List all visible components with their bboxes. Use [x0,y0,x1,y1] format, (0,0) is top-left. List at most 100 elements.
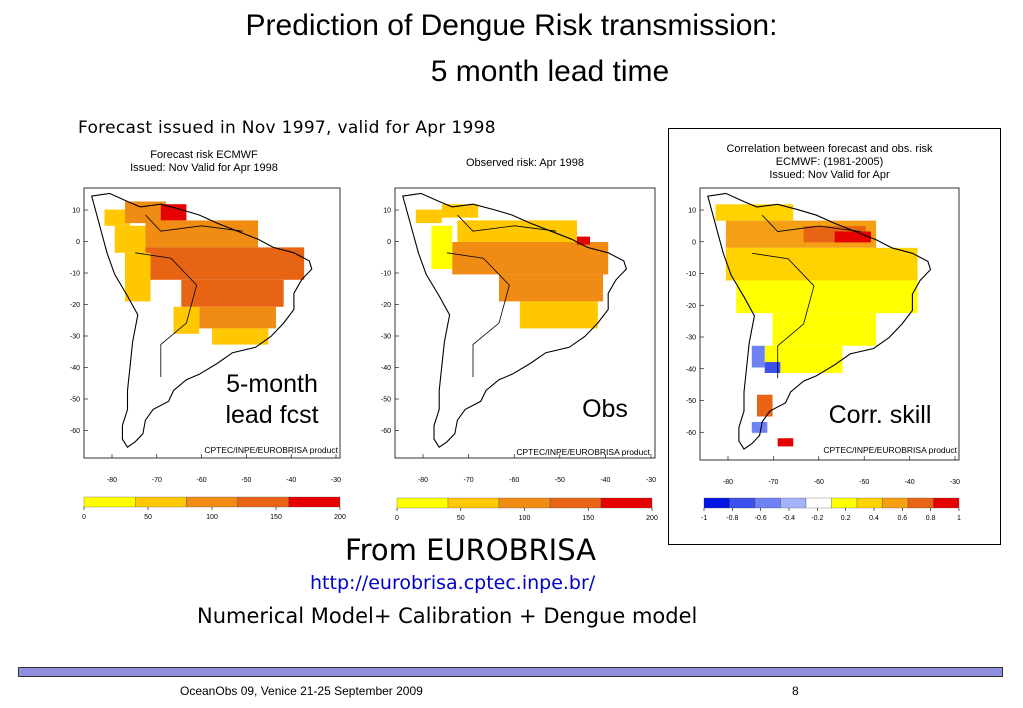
colorbar-tick-label: 1 [957,515,961,522]
colorbar-swatch [549,497,602,509]
risk-cell [145,247,305,280]
panel-overlay-label: 5-month [226,370,318,398]
lon-tick-label: -60 [197,477,207,484]
map-title: Issued: Nov Valid for Apr 1998 [130,162,278,174]
lon-tick-label: -50 [859,479,869,486]
colorbar-tick-label: 150 [582,515,594,522]
map-panel-3: Correlation between forecast and obs. ri… [686,143,961,522]
lat-tick-label: -20 [70,302,80,309]
lon-tick-label: -70 [464,477,474,484]
page-number: 8 [792,684,799,698]
lat-tick-label: -40 [686,366,696,373]
country-border [751,252,815,379]
risk-cell [124,252,151,302]
colorbar-swatch [396,497,449,509]
colorbar-tick-label: 100 [206,514,218,521]
risk-cell [104,209,131,226]
colorbar-tick-label: 200 [646,515,658,522]
lon-tick-label: -80 [418,477,428,484]
risk-cell [114,225,146,253]
lon-tick-label: -40 [600,477,610,484]
colorbar-swatch [805,497,832,509]
lon-tick-label: -30 [331,477,341,484]
lat-tick-label: -50 [70,397,80,404]
map-panel-2: Observed risk: Apr 1998 100 -10 -20 -30 -40 -5… [381,157,658,522]
colorbar-tick-label: -0.4 [783,515,795,522]
lat-tick-label: -60 [381,428,391,435]
plot-frame [83,187,341,459]
colorbar-swatch [288,496,341,508]
panel-overlay-label: Corr. skill [829,401,932,429]
country-border [145,214,243,232]
lat-tick-label: -60 [686,430,696,437]
colorbar-tick-label: 0 [82,514,86,521]
lat-tick-label: -10 [381,271,391,278]
colorbar-swatch [729,497,756,509]
plot-frame [699,187,960,461]
map-title: Correlation between forecast and obs. ri… [726,143,933,155]
lat-tick-label: -40 [70,365,80,372]
colorbar-swatch [83,496,136,508]
lon-tick-label: -40 [286,477,296,484]
map-title: ECMWF: (1981-2005) [776,156,884,168]
colorbar-tick-label: -0.8 [726,515,738,522]
colorbar-swatch [600,497,653,509]
lat-tick-label: -30 [686,335,696,342]
colorbar-swatch [780,497,807,509]
correlation-panel-frame [668,128,1001,545]
continent-outline [707,192,932,450]
risk-cell [181,279,284,307]
risk-cell [736,280,918,314]
risk-cell [212,328,269,345]
lat-tick-label: -20 [381,302,391,309]
lon-tick-label: -30 [646,477,656,484]
map-title: Forecast risk ECMWF [150,149,258,161]
country-border [446,252,510,377]
colorbar-tick-label: 100 [519,515,531,522]
colorbar-tick-label: 50 [144,514,152,521]
country-border [135,252,198,377]
lon-tick-label: -30 [950,479,960,486]
footer-text: OceanObs 09, Venice 21-25 September 2009 [180,684,423,698]
lon-tick-label: -70 [152,477,162,484]
footer-divider [18,667,1003,677]
risk-cell [725,247,918,281]
colorbar-tick-label: 0.2 [841,515,851,522]
colorbar-swatch [907,497,934,509]
risk-cell [834,231,871,243]
lat-tick-label: -50 [381,397,391,404]
lat-tick-label: -50 [686,398,696,405]
colorbar-tick-label: 0.4 [869,515,879,522]
colorbar-tick-label: 0 [395,515,399,522]
lat-tick-label: 10 [72,208,80,215]
lat-tick-label: -30 [381,334,391,341]
risk-cell [441,204,479,218]
lat-tick-label: -10 [686,271,696,278]
colorbar-tick-label: 150 [270,514,282,521]
risk-cell [199,306,276,329]
source-link[interactable]: http://eurobrisa.cptec.inpe.br/ [310,572,596,594]
lat-tick-label: 0 [692,239,696,246]
lat-tick-label: -40 [381,365,391,372]
model-chain-text: Numerical Model+ Calibration + Dengue mo… [197,604,698,628]
risk-cell [715,204,794,221]
country-border [457,214,557,232]
colorbar-tick-label: 0.8 [926,515,936,522]
risk-cell [173,306,200,334]
product-credit: CPTEC/INPE/EUROBRISA product [823,445,957,455]
continent-outline [402,192,628,448]
lon-tick-label: -40 [905,479,915,486]
lat-tick-label: 0 [76,239,80,246]
map-title: Observed risk: Apr 1998 [466,157,584,169]
risk-cell [124,201,166,224]
forecast-subtitle: Forecast issued in Nov 1997, valid for A… [78,118,496,138]
colorbar-swatch [237,496,289,508]
lat-tick-label: -10 [70,271,80,278]
risk-cell [452,242,609,275]
colorbar-tick-label: 200 [334,514,346,521]
slide-title: Prediction of Dengue Risk transmission: [245,9,778,42]
lat-tick-label: -30 [70,334,80,341]
lon-tick-label: -60 [814,479,824,486]
